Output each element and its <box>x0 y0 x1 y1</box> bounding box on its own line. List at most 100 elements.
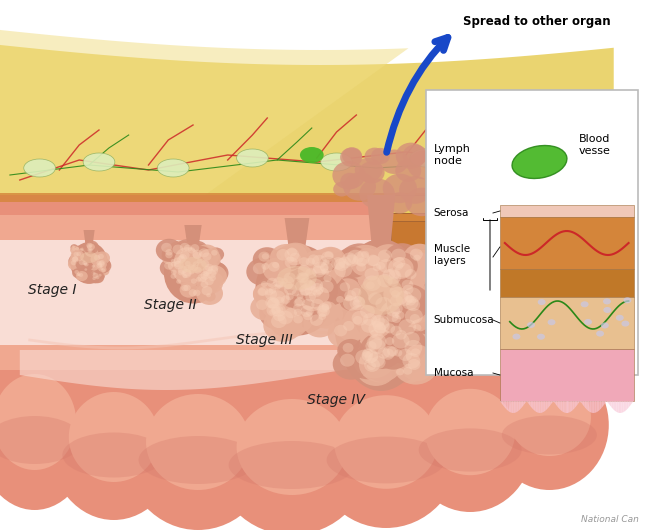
Ellipse shape <box>208 248 224 261</box>
Ellipse shape <box>285 293 294 300</box>
Ellipse shape <box>337 339 364 362</box>
Ellipse shape <box>355 158 383 182</box>
Ellipse shape <box>296 294 304 299</box>
Ellipse shape <box>270 305 309 338</box>
Ellipse shape <box>372 318 390 333</box>
Ellipse shape <box>366 254 379 266</box>
Ellipse shape <box>340 354 355 367</box>
Ellipse shape <box>391 343 426 373</box>
Ellipse shape <box>83 261 87 265</box>
Ellipse shape <box>82 261 91 269</box>
Ellipse shape <box>193 275 207 287</box>
Ellipse shape <box>596 331 604 337</box>
Ellipse shape <box>319 271 340 289</box>
Ellipse shape <box>402 285 413 294</box>
Ellipse shape <box>83 153 115 171</box>
Text: Submucosa: Submucosa <box>434 315 494 325</box>
Ellipse shape <box>268 262 280 272</box>
Ellipse shape <box>261 285 281 303</box>
Ellipse shape <box>187 246 213 268</box>
Ellipse shape <box>310 283 324 295</box>
Ellipse shape <box>404 287 421 303</box>
Ellipse shape <box>371 148 390 164</box>
Ellipse shape <box>356 352 396 386</box>
Ellipse shape <box>188 276 203 289</box>
Ellipse shape <box>278 276 294 289</box>
Ellipse shape <box>156 238 183 262</box>
Ellipse shape <box>295 284 320 305</box>
Ellipse shape <box>296 272 308 283</box>
Ellipse shape <box>369 293 382 305</box>
Ellipse shape <box>83 267 90 273</box>
Ellipse shape <box>370 244 406 275</box>
Ellipse shape <box>196 259 202 264</box>
Ellipse shape <box>84 262 87 266</box>
Ellipse shape <box>538 299 545 305</box>
Ellipse shape <box>398 349 412 361</box>
Ellipse shape <box>73 252 79 257</box>
Ellipse shape <box>547 319 556 325</box>
Ellipse shape <box>375 344 407 371</box>
Ellipse shape <box>358 346 392 375</box>
Ellipse shape <box>333 182 350 197</box>
Ellipse shape <box>623 297 631 303</box>
Ellipse shape <box>49 370 178 520</box>
Ellipse shape <box>170 258 189 274</box>
Ellipse shape <box>77 252 81 256</box>
Ellipse shape <box>376 322 384 329</box>
Ellipse shape <box>82 261 93 270</box>
Ellipse shape <box>188 264 194 270</box>
Ellipse shape <box>98 274 101 277</box>
Ellipse shape <box>347 250 364 264</box>
Text: Stage I: Stage I <box>28 283 76 297</box>
Ellipse shape <box>284 281 292 289</box>
Ellipse shape <box>502 416 597 455</box>
Ellipse shape <box>393 346 438 385</box>
Ellipse shape <box>316 260 337 279</box>
Ellipse shape <box>289 311 313 332</box>
Ellipse shape <box>320 262 333 273</box>
Ellipse shape <box>285 248 299 261</box>
Ellipse shape <box>271 278 292 296</box>
Ellipse shape <box>250 295 280 321</box>
Ellipse shape <box>387 277 398 287</box>
Ellipse shape <box>270 290 285 304</box>
Ellipse shape <box>259 298 295 329</box>
Ellipse shape <box>361 251 393 277</box>
Ellipse shape <box>290 268 320 294</box>
Ellipse shape <box>362 278 383 297</box>
Ellipse shape <box>333 239 429 391</box>
Ellipse shape <box>300 277 327 301</box>
Ellipse shape <box>183 285 190 291</box>
Ellipse shape <box>387 284 430 321</box>
Ellipse shape <box>309 286 330 304</box>
Ellipse shape <box>278 252 310 279</box>
Ellipse shape <box>294 253 320 276</box>
Ellipse shape <box>276 279 294 294</box>
Ellipse shape <box>382 342 410 366</box>
Ellipse shape <box>90 252 107 266</box>
Ellipse shape <box>202 286 213 296</box>
Ellipse shape <box>271 282 287 295</box>
Ellipse shape <box>292 290 299 296</box>
Ellipse shape <box>198 273 207 282</box>
Ellipse shape <box>580 301 589 307</box>
Ellipse shape <box>179 257 207 273</box>
Ellipse shape <box>263 258 291 281</box>
Ellipse shape <box>261 263 269 270</box>
Ellipse shape <box>79 259 85 265</box>
Ellipse shape <box>90 271 105 284</box>
Ellipse shape <box>369 334 387 350</box>
Ellipse shape <box>87 248 93 252</box>
Ellipse shape <box>190 244 200 252</box>
Ellipse shape <box>99 266 107 273</box>
Ellipse shape <box>334 325 347 337</box>
Ellipse shape <box>372 264 381 271</box>
Ellipse shape <box>300 288 327 311</box>
Ellipse shape <box>72 268 84 278</box>
Polygon shape <box>0 195 614 390</box>
Bar <box>500 349 634 401</box>
Ellipse shape <box>96 263 103 268</box>
Ellipse shape <box>24 159 55 177</box>
Ellipse shape <box>278 279 310 306</box>
